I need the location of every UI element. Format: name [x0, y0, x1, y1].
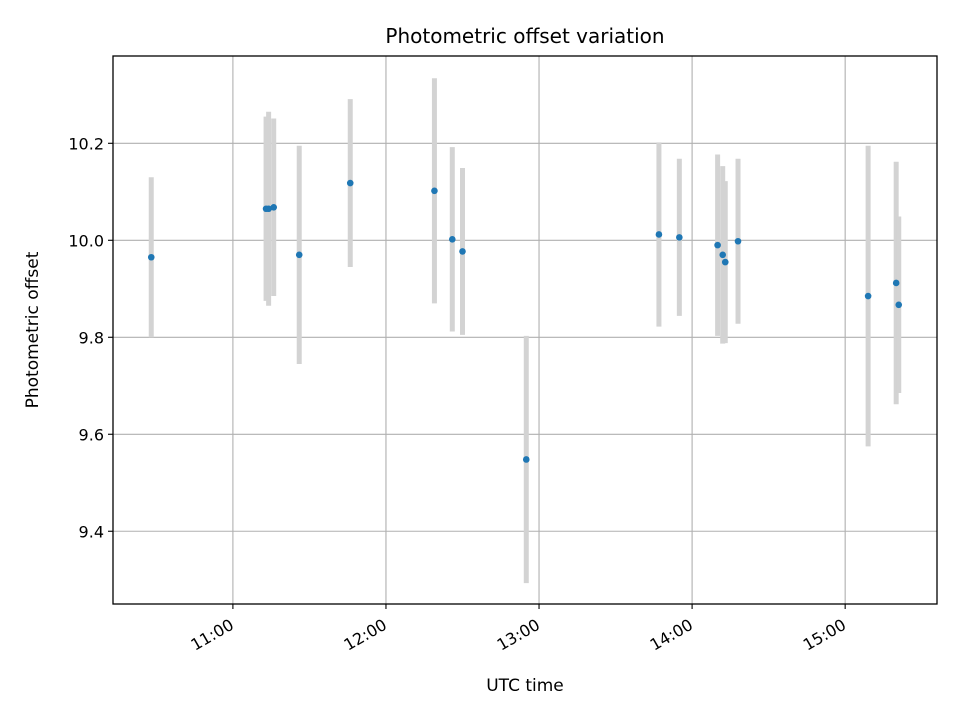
data-point	[655, 231, 663, 238]
data-point	[714, 241, 721, 249]
data-point	[721, 258, 729, 266]
data-point	[522, 456, 530, 463]
data-point	[448, 236, 456, 243]
data-point	[295, 251, 303, 259]
y-axis-label: Photometric offset	[23, 251, 43, 408]
y-tick-label: 9.6	[79, 425, 104, 444]
y-tick-label: 9.4	[79, 522, 104, 541]
data-point	[864, 292, 872, 300]
data-point	[895, 301, 903, 309]
data-point	[265, 205, 272, 213]
data-point	[431, 187, 438, 195]
data-point	[346, 179, 354, 187]
y-tick-label: 10.0	[68, 231, 104, 250]
chart-title: Photometric offset variation	[385, 24, 664, 48]
x-axis-label: UTC time	[486, 676, 564, 696]
plot-frame	[112, 55, 938, 605]
data-points	[147, 179, 903, 463]
data-point	[459, 248, 466, 255]
data-point	[676, 234, 683, 241]
data-point	[719, 251, 727, 259]
y-tick-label: 9.8	[79, 328, 104, 347]
y-axis-ticks: 9.4 9.6 9.8 10.0 10.2	[68, 134, 113, 541]
data-point	[147, 253, 155, 261]
data-point	[270, 204, 278, 211]
data-point	[892, 279, 900, 287]
data-point	[734, 237, 742, 245]
y-tick-label: 10.2	[68, 134, 104, 153]
